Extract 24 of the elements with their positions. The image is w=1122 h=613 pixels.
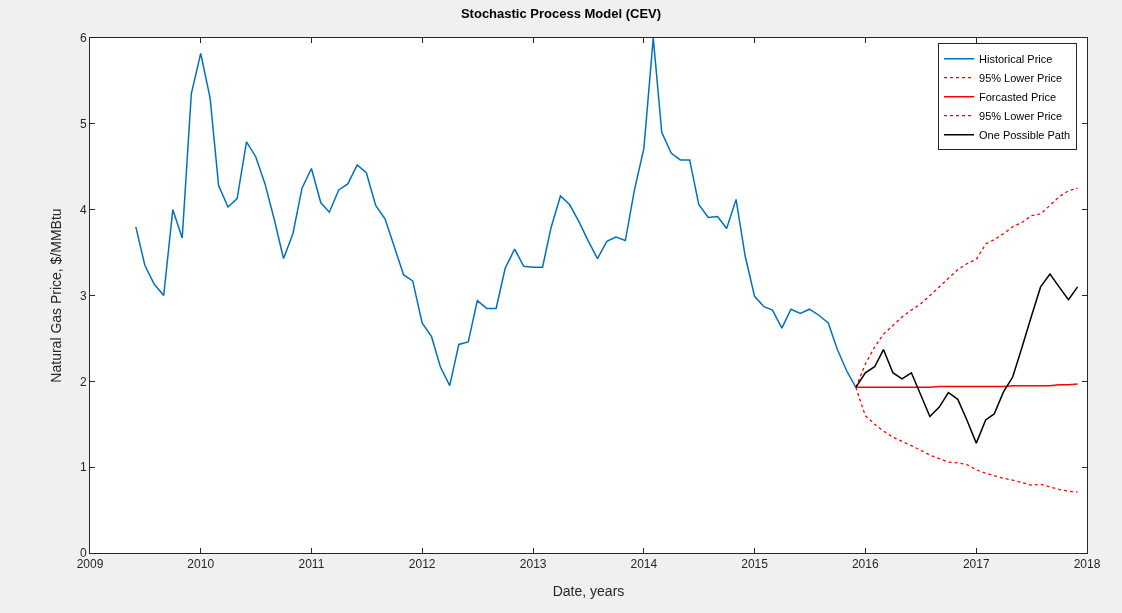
x-tick-label: 2011 — [298, 557, 325, 572]
y-tick-label: 2 — [79, 374, 87, 389]
y-tick-label: 5 — [79, 117, 87, 132]
y-axis-title: Natural Gas Price, $/MMBtu — [47, 208, 64, 383]
x-tick-label: 2009 — [76, 557, 104, 572]
legend-label: Forcasted Price — [979, 90, 1057, 103]
y-tick-label: 6 — [79, 31, 87, 46]
x-tick-label: 2012 — [408, 557, 436, 572]
x-tick-label: 2013 — [519, 557, 547, 572]
legend-label: One Possible Path — [979, 128, 1071, 141]
legend-label: 95% Lower Price — [979, 109, 1063, 122]
x-tick-label: 2017 — [962, 557, 990, 572]
legend-label: Historical Price — [979, 52, 1053, 65]
chart-title: Stochastic Process Model (CEV) — [460, 6, 662, 22]
x-tick-label: 2015 — [741, 557, 769, 572]
legend-label: 95% Lower Price — [979, 71, 1063, 84]
x-axis-title: Date, years — [552, 582, 625, 599]
y-tick-label: 1 — [79, 460, 87, 475]
x-tick-label: 2014 — [630, 557, 658, 572]
x-tick-label: 2016 — [851, 557, 879, 572]
y-tick-label: 4 — [79, 202, 87, 217]
x-tick-label: 2018 — [1073, 557, 1101, 572]
x-tick-label: 2010 — [187, 557, 215, 572]
y-tick-label: 3 — [79, 288, 87, 303]
